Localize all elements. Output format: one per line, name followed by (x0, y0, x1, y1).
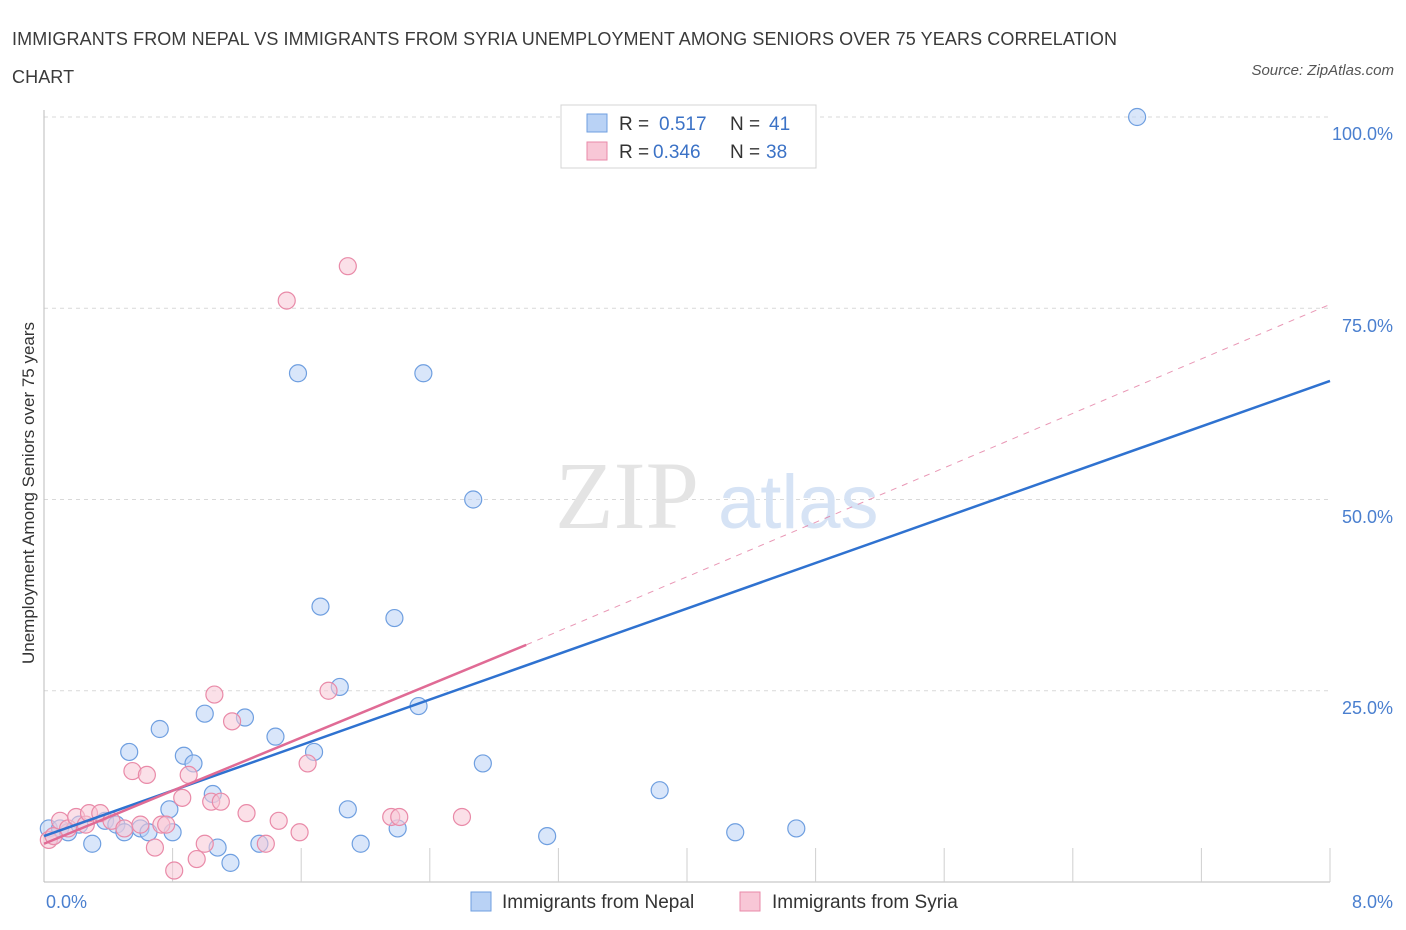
point-syria-17 (173, 788, 192, 807)
point-nepal-34 (464, 490, 483, 509)
point-nepal-5 (83, 834, 102, 853)
x-tick-label-max: 8.0% (1352, 892, 1393, 912)
top-legend: R = 0.517 N = 41 R = 0.346 N = 38 (560, 104, 817, 169)
y-tick-label-100: 100.0% (1332, 124, 1393, 144)
y-axis-label: Unemployment Among Seniors over 75 years (19, 322, 38, 664)
legend-r-value-nepal: 0.517 (659, 114, 707, 135)
chart-title: IMMIGRANTS FROM NEPAL VS IMMIGRANTS FROM… (12, 29, 1118, 87)
data-points (39, 107, 1147, 880)
point-nepal-29 (351, 834, 370, 853)
point-nepal-35 (473, 754, 492, 773)
y-tick-label-75: 75.0% (1342, 316, 1393, 336)
point-nepal-30 (385, 608, 404, 628)
point-syria-11 (131, 815, 150, 834)
point-nepal-36 (538, 826, 557, 846)
legend-n-label-syria: N = (730, 142, 760, 163)
point-syria-23 (211, 792, 230, 811)
legend-n-value-nepal: 41 (769, 114, 790, 135)
trend-line-syria (43, 643, 527, 845)
legend-r-label-syria: R = (619, 142, 649, 163)
point-syria-15 (157, 815, 176, 834)
point-nepal-37 (650, 781, 669, 800)
point-nepal-24 (288, 364, 308, 383)
point-syria-24 (222, 712, 242, 731)
trend-line-syria-extension (526, 303, 1331, 646)
point-nepal-26 (311, 597, 330, 616)
point-nepal-38 (726, 823, 745, 842)
point-nepal-12 (150, 719, 169, 739)
watermark-atlas: atlas (718, 460, 879, 545)
point-nepal-20 (221, 853, 240, 872)
point-syria-13 (145, 838, 165, 857)
x-tick-label-min: 0.0% (46, 892, 87, 912)
trend-line-nepal (43, 379, 1331, 838)
bottom-legend-label-syria: Immigrants from Syria (772, 892, 958, 913)
source-note: Source: ZipAtlas.com (1251, 62, 1394, 79)
bottom-legend: Immigrants from Nepal Immigrants from Sy… (470, 891, 958, 913)
point-nepal-17 (195, 704, 214, 723)
legend-r-label-nepal: R = (619, 114, 649, 135)
point-syria-22 (205, 685, 224, 704)
y-tick-label-25: 25.0% (1342, 698, 1393, 718)
point-syria-12 (137, 765, 156, 785)
point-syria-19 (187, 849, 206, 869)
point-syria-25 (237, 804, 256, 823)
legend-swatch-nepal (586, 113, 608, 133)
point-syria-16 (165, 861, 184, 880)
bottom-legend-swatch-nepal (470, 891, 492, 912)
y-tick-label-50: 50.0% (1342, 507, 1393, 527)
point-nepal-9 (120, 742, 139, 762)
point-syria-28 (277, 291, 296, 310)
point-nepal-23 (266, 727, 285, 746)
point-syria-31 (319, 681, 338, 700)
point-nepal-39 (787, 819, 806, 838)
point-syria-9 (115, 819, 134, 838)
point-syria-29 (290, 823, 309, 842)
trend-lines (43, 303, 1331, 845)
grid-lines (44, 116, 1330, 692)
bottom-legend-swatch-syria (739, 891, 761, 912)
point-syria-32 (338, 257, 357, 276)
point-syria-27 (269, 811, 288, 830)
bottom-legend-label-nepal: Immigrants from Nepal (502, 892, 694, 913)
point-syria-20 (195, 834, 214, 853)
point-syria-30 (298, 754, 317, 773)
x-tick-marks (172, 848, 1331, 882)
point-nepal-33 (414, 364, 433, 383)
legend-n-value-syria: 38 (766, 142, 787, 163)
point-syria-26 (256, 834, 275, 853)
point-nepal-40 (1127, 107, 1147, 127)
point-syria-34 (390, 807, 409, 827)
watermark-zip: ZIP (555, 442, 699, 549)
legend-r-value-syria: 0.346 (653, 142, 701, 163)
legend-swatch-syria (586, 141, 608, 161)
point-nepal-28 (338, 800, 357, 819)
point-syria-35 (452, 807, 472, 827)
legend-n-label-nepal: N = (730, 114, 760, 135)
